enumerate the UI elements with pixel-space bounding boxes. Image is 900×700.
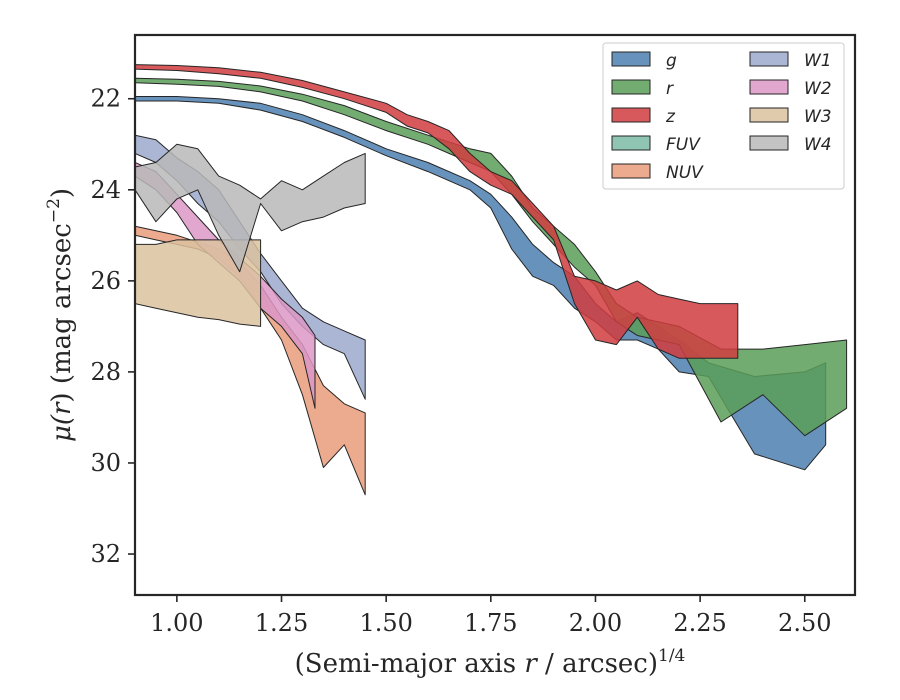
legend-swatch (611, 79, 651, 95)
legend-label: g (666, 51, 677, 71)
legend-item-fuv: FUV (611, 135, 701, 155)
plot-frame (133, 33, 857, 597)
x-axis: 1.00 1.25 1.50 1.75 2.00 2.25 2.50 (150, 595, 831, 637)
x-tick-label: 2.25 (673, 609, 726, 637)
x-tick-label: 2.00 (569, 609, 622, 637)
x-tick-label: 1.25 (255, 609, 308, 637)
y-tick-label: 30 (90, 449, 121, 477)
legend-item-w2: W2 (749, 79, 832, 99)
legend-swatch (749, 135, 789, 151)
legend-item-w4: W4 (749, 135, 832, 155)
legend-swatch (749, 51, 789, 67)
y-tick-label: 22 (90, 85, 121, 113)
legend-label: W4 (804, 135, 832, 155)
legend-label: W3 (804, 107, 832, 127)
y-tick-label: 32 (90, 540, 121, 568)
y-axis-label: μ(r) (mag arcsec−2) (44, 188, 77, 442)
legend-label: z (665, 107, 676, 127)
legend-item-w3: W3 (749, 107, 832, 127)
legend: grz FUV NUV W1 W2 W3 W4 (602, 42, 845, 190)
legend-label: FUV (666, 135, 701, 155)
legend-item-r: r (611, 79, 674, 99)
x-tick-label: 2.50 (778, 609, 831, 637)
series-layer (135, 64, 848, 496)
legend-label: W1 (804, 51, 832, 71)
y-tick-label: 26 (90, 267, 121, 295)
legend-swatch (611, 107, 651, 123)
band-w4 (135, 143, 366, 273)
band-g (135, 96, 827, 471)
legend-swatch (611, 51, 651, 67)
legend-swatch (749, 107, 789, 123)
legend-swatch (749, 79, 789, 95)
band-w3 (135, 239, 262, 327)
y-axis: 22 24 26 28 30 32 (90, 85, 135, 568)
legend-label: NUV (666, 163, 704, 183)
band-z (135, 64, 739, 359)
x-tick-label: 1.75 (464, 609, 517, 637)
legend-item-w1: W1 (749, 51, 832, 71)
legend-item-z: z (611, 107, 676, 127)
x-tick-label: 1.00 (150, 609, 203, 637)
legend-label: r (666, 79, 674, 99)
legend-swatch (611, 135, 651, 151)
y-tick-label: 24 (90, 176, 121, 204)
legend-item-nuv: NUV (611, 163, 704, 183)
x-axis-label: (Semi-major axis r / arcsec)1/4 (295, 646, 686, 679)
x-tick-label: 1.50 (359, 609, 412, 637)
legend-item-g: g (611, 51, 677, 71)
y-tick-label: 28 (90, 358, 121, 386)
legend-swatch (611, 163, 651, 179)
legend-label: W2 (804, 79, 832, 99)
